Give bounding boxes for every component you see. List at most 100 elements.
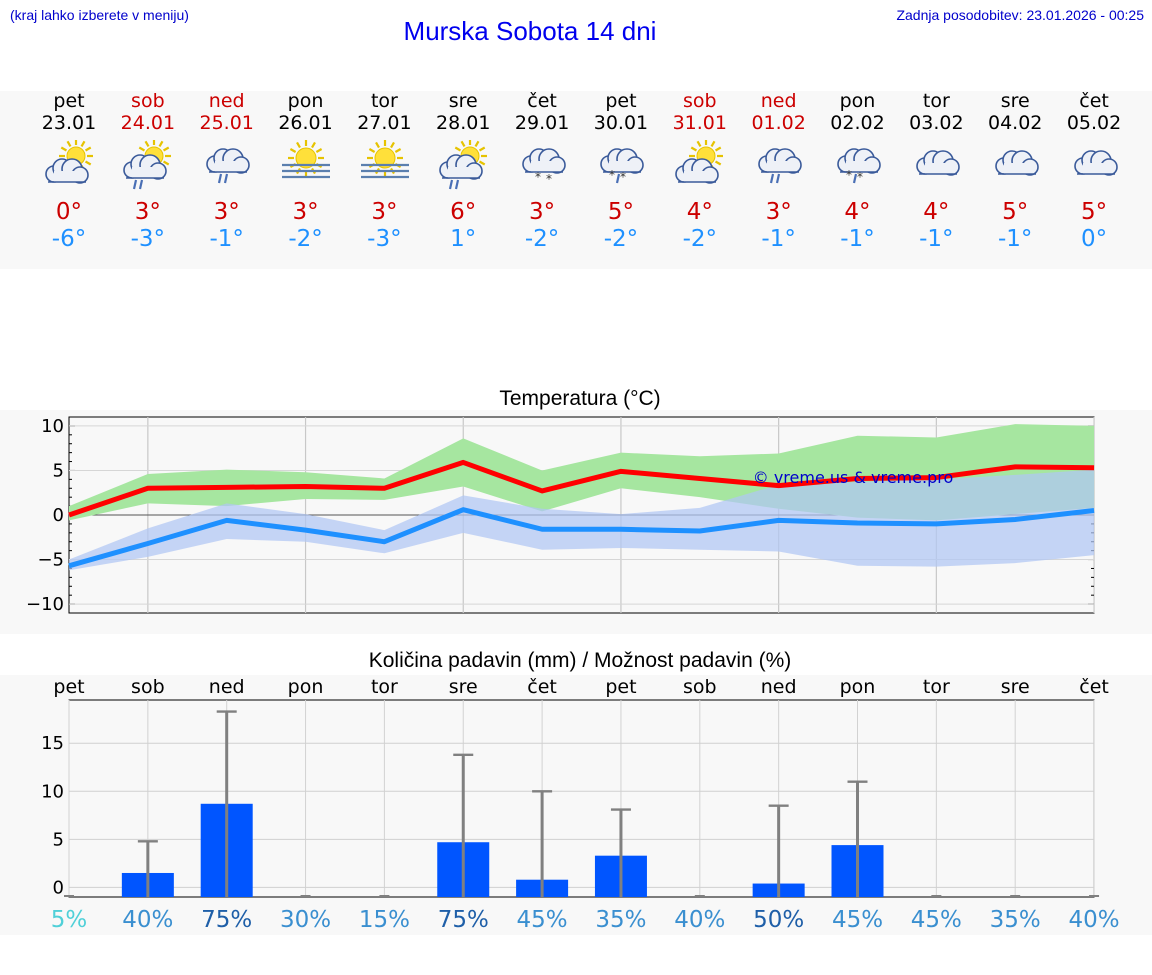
precip-day-label: čet [1079, 676, 1109, 698]
precip-day-label: tor [923, 676, 950, 698]
temp-max: 3° [213, 199, 240, 225]
last-update-text: Zadnja posodobitev: 23.01.2026 - 00:25 [896, 7, 1144, 23]
precip-day-label: pet [53, 676, 84, 698]
day-date: 01.02 [751, 112, 806, 134]
day-name: pon [839, 90, 876, 112]
min_range-band [69, 469, 1095, 571]
day-name: pon [287, 90, 324, 112]
y-tick-label: 5 [53, 829, 64, 850]
min-temperature-line [68, 507, 1095, 569]
day-date: 05.02 [1066, 112, 1122, 134]
y-tick-label: −10 [26, 594, 64, 615]
sun-cloud-icon [44, 140, 93, 184]
cloud-icon [1073, 150, 1118, 176]
precip-probability: 40% [674, 907, 725, 933]
y-tick-label: 5 [53, 460, 64, 481]
temp-max: 3° [529, 199, 556, 225]
temp-min: -3° [367, 226, 402, 252]
day-date: 03.02 [909, 112, 964, 134]
precip-day-label: tor [371, 676, 398, 698]
temp-max: 4° [923, 199, 950, 225]
temp-max: 3° [292, 199, 319, 225]
precip-probability: 45% [517, 907, 568, 933]
precip-probability: 45% [832, 907, 883, 933]
day-name: tor [370, 90, 398, 112]
temp-max: 5° [1080, 199, 1108, 225]
temperature-chart-panel: 10 5 0 −5 −10 © vreme.us & vreme.pro [0, 410, 1152, 634]
temp-min: -1° [761, 226, 796, 252]
svg-text:*: * [846, 168, 852, 182]
svg-text:*: * [609, 168, 615, 182]
precip-probability: 35% [990, 907, 1041, 933]
day-name: čet [527, 90, 557, 112]
temp-max: 0° [55, 199, 83, 225]
day-date: 02.02 [830, 112, 885, 134]
day-date: 27.01 [357, 112, 412, 134]
day-name: pet [605, 90, 637, 112]
sun-cloud-rain-icon [123, 140, 172, 190]
precip-day-label: sob [131, 676, 165, 698]
precip-probability: 50% [753, 907, 804, 933]
temp-min: -6° [51, 226, 87, 252]
precip-probability: 35% [595, 907, 646, 933]
temp-min: -1° [209, 226, 244, 252]
cloud-icon [916, 150, 960, 176]
y-tick-label: 0 [53, 877, 64, 898]
temp-min: -1° [919, 226, 954, 252]
day-date: 24.01 [120, 112, 176, 134]
precip-probability: 75% [201, 907, 252, 933]
day-date: 28.01 [436, 112, 491, 134]
page-title: Murska Sobota 14 dni [403, 16, 657, 46]
precip-day-label: čet [527, 676, 557, 698]
sun-fog-icon [360, 140, 409, 179]
temp-max: 3° [134, 199, 161, 225]
day-name: čet [1079, 90, 1109, 112]
temp-max: 4° [844, 199, 871, 225]
cloud-sleet-icon: * * [837, 148, 881, 184]
y-tick-label: 10 [41, 781, 64, 802]
temp-min: -3° [130, 226, 166, 252]
precip-day-label: sre [449, 676, 478, 698]
temp-max: 3° [765, 199, 792, 225]
precip-day-label: ned [761, 676, 797, 698]
cloud-rain-icon [758, 148, 802, 184]
precip-day-label: sre [1001, 676, 1030, 698]
y-tick-label: 0 [53, 505, 64, 526]
temp-min: -2° [682, 226, 718, 252]
temperature-chart: 10 5 0 −5 −10 © vreme.us & vreme.pro [26, 416, 1095, 615]
y-tick-label: −5 [37, 550, 64, 571]
cloud-snow-icon: * * [521, 148, 566, 186]
sun-cloud-icon [675, 140, 724, 184]
temp-min: -1° [997, 226, 1033, 252]
max-temperature-line [68, 459, 1095, 518]
day-name: sre [448, 90, 478, 112]
temp-min: -2° [603, 226, 639, 252]
y-tick-label: 10 [41, 416, 64, 437]
day-date: 04.02 [987, 112, 1043, 134]
svg-text:*: * [546, 172, 552, 186]
precip-probability: 45% [911, 907, 962, 933]
day-name: pet [53, 90, 85, 112]
day-date: 29.01 [514, 112, 570, 134]
precip-day-label: pon [288, 676, 324, 698]
precip-day-label: sob [683, 676, 717, 698]
precip-day-label: ned [209, 676, 245, 698]
day-date: 23.01 [41, 112, 97, 134]
temp-max: 6° [450, 199, 477, 225]
day-name: sob [683, 90, 717, 112]
precip-probability: 15% [359, 907, 410, 933]
svg-text:*: * [857, 170, 863, 184]
temp-max: 3° [371, 199, 398, 225]
sun-fog-icon [282, 140, 331, 179]
precip-probability: 40% [1068, 907, 1119, 933]
precipitation-chart: pet sob ned pon tor sre čet pet sob ned pon tor sre č… [41, 676, 1120, 933]
region-hint-link[interactable]: (kraj lahko izberete v meniju) [10, 7, 189, 23]
day-date: 31.01 [672, 112, 727, 134]
precip-probability: 30% [280, 907, 331, 933]
day-date: 30.01 [593, 112, 649, 134]
temp-max: 5° [607, 199, 634, 225]
temp-min: 1° [450, 226, 477, 252]
temp-min: -2° [524, 226, 560, 252]
precip-day-label: pon [840, 676, 876, 698]
temperature-chart-title: Temperatura (°C) [499, 387, 661, 410]
